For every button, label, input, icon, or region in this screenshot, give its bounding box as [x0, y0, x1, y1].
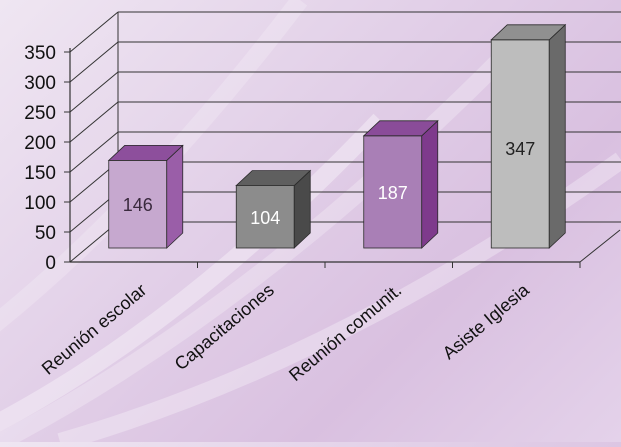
data-label: 104 — [250, 208, 280, 228]
floor-edge — [579, 229, 621, 263]
streak — [0, 113, 387, 432]
gridline-diagonal — [69, 11, 119, 53]
bar-front — [363, 135, 423, 249]
data-label: 146 — [123, 195, 153, 215]
bar-front — [490, 39, 550, 249]
bar-side — [548, 23, 566, 249]
gridline-diagonal — [69, 71, 119, 113]
data-label: 347 — [505, 139, 535, 159]
bar-top — [235, 170, 312, 187]
gridline-diagonal — [69, 131, 119, 173]
y-tick-label: 100 — [24, 193, 56, 214]
bars: 146 104 187 347 — [107, 23, 567, 249]
gridline-diagonal — [69, 41, 119, 83]
bar-front — [108, 159, 168, 249]
category-label: Asiste Iglesia — [439, 279, 534, 363]
y-tick-label: 50 — [35, 223, 56, 244]
gridline-diagonal — [69, 101, 119, 143]
bar-top — [107, 144, 184, 161]
y-tick-label: 300 — [24, 73, 56, 94]
y-tick-label: 150 — [24, 163, 56, 184]
data-label: 187 — [378, 183, 408, 203]
category-label: Reunión comunit. — [285, 280, 405, 385]
y-tick-labels: 0 50 100 150 200 250 300 350 — [24, 43, 56, 274]
axes — [69, 48, 621, 268]
y-tick-label: 200 — [24, 133, 56, 154]
bar-top — [362, 120, 439, 137]
bar-side — [166, 144, 184, 249]
y-tick-label: 350 — [24, 43, 56, 64]
bar-side — [421, 119, 439, 249]
y-tick-label: 250 — [24, 103, 56, 124]
bar-top — [490, 24, 567, 41]
y-tick-label: 0 — [45, 253, 56, 274]
